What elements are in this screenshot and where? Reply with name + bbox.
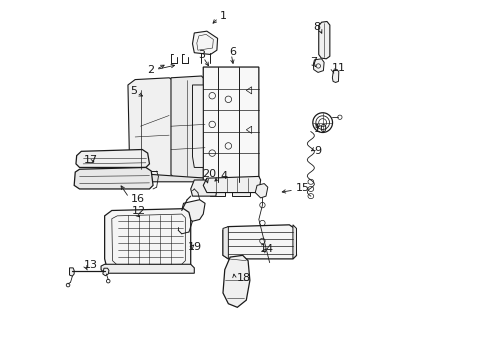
Polygon shape: [102, 268, 109, 276]
Text: 6: 6: [229, 47, 236, 57]
Text: 17: 17: [84, 154, 98, 165]
Text: 9: 9: [313, 145, 321, 156]
Polygon shape: [203, 67, 258, 185]
Text: 3: 3: [198, 50, 205, 60]
Text: 11: 11: [331, 63, 346, 73]
Text: 14: 14: [259, 244, 273, 254]
Polygon shape: [171, 76, 206, 178]
Polygon shape: [69, 268, 74, 276]
Polygon shape: [74, 167, 153, 189]
Polygon shape: [223, 226, 228, 259]
Polygon shape: [192, 85, 203, 167]
Polygon shape: [192, 31, 217, 54]
Polygon shape: [255, 184, 267, 198]
Text: 10: 10: [313, 124, 327, 134]
Polygon shape: [128, 173, 206, 182]
Text: 4: 4: [220, 171, 227, 181]
Text: 13: 13: [84, 260, 98, 270]
Polygon shape: [104, 209, 190, 270]
Text: 2: 2: [147, 64, 154, 75]
Text: 12: 12: [131, 206, 145, 216]
Polygon shape: [292, 225, 296, 259]
Polygon shape: [223, 225, 296, 259]
Polygon shape: [332, 69, 338, 82]
Polygon shape: [210, 185, 224, 196]
Text: 20: 20: [202, 169, 216, 179]
Text: 19: 19: [188, 242, 202, 252]
Polygon shape: [76, 149, 149, 167]
Polygon shape: [318, 22, 329, 59]
Polygon shape: [190, 180, 217, 196]
Text: 7: 7: [309, 57, 316, 67]
Polygon shape: [101, 264, 194, 273]
Polygon shape: [223, 255, 249, 307]
Text: 1: 1: [220, 11, 226, 21]
Text: 15: 15: [295, 183, 309, 193]
Text: 5: 5: [130, 86, 137, 96]
Polygon shape: [231, 185, 249, 196]
Polygon shape: [313, 59, 324, 72]
Polygon shape: [203, 176, 260, 193]
Polygon shape: [182, 200, 204, 221]
Text: 16: 16: [131, 194, 145, 204]
Text: 8: 8: [313, 22, 320, 32]
Polygon shape: [128, 78, 176, 178]
Text: 18: 18: [236, 273, 250, 283]
